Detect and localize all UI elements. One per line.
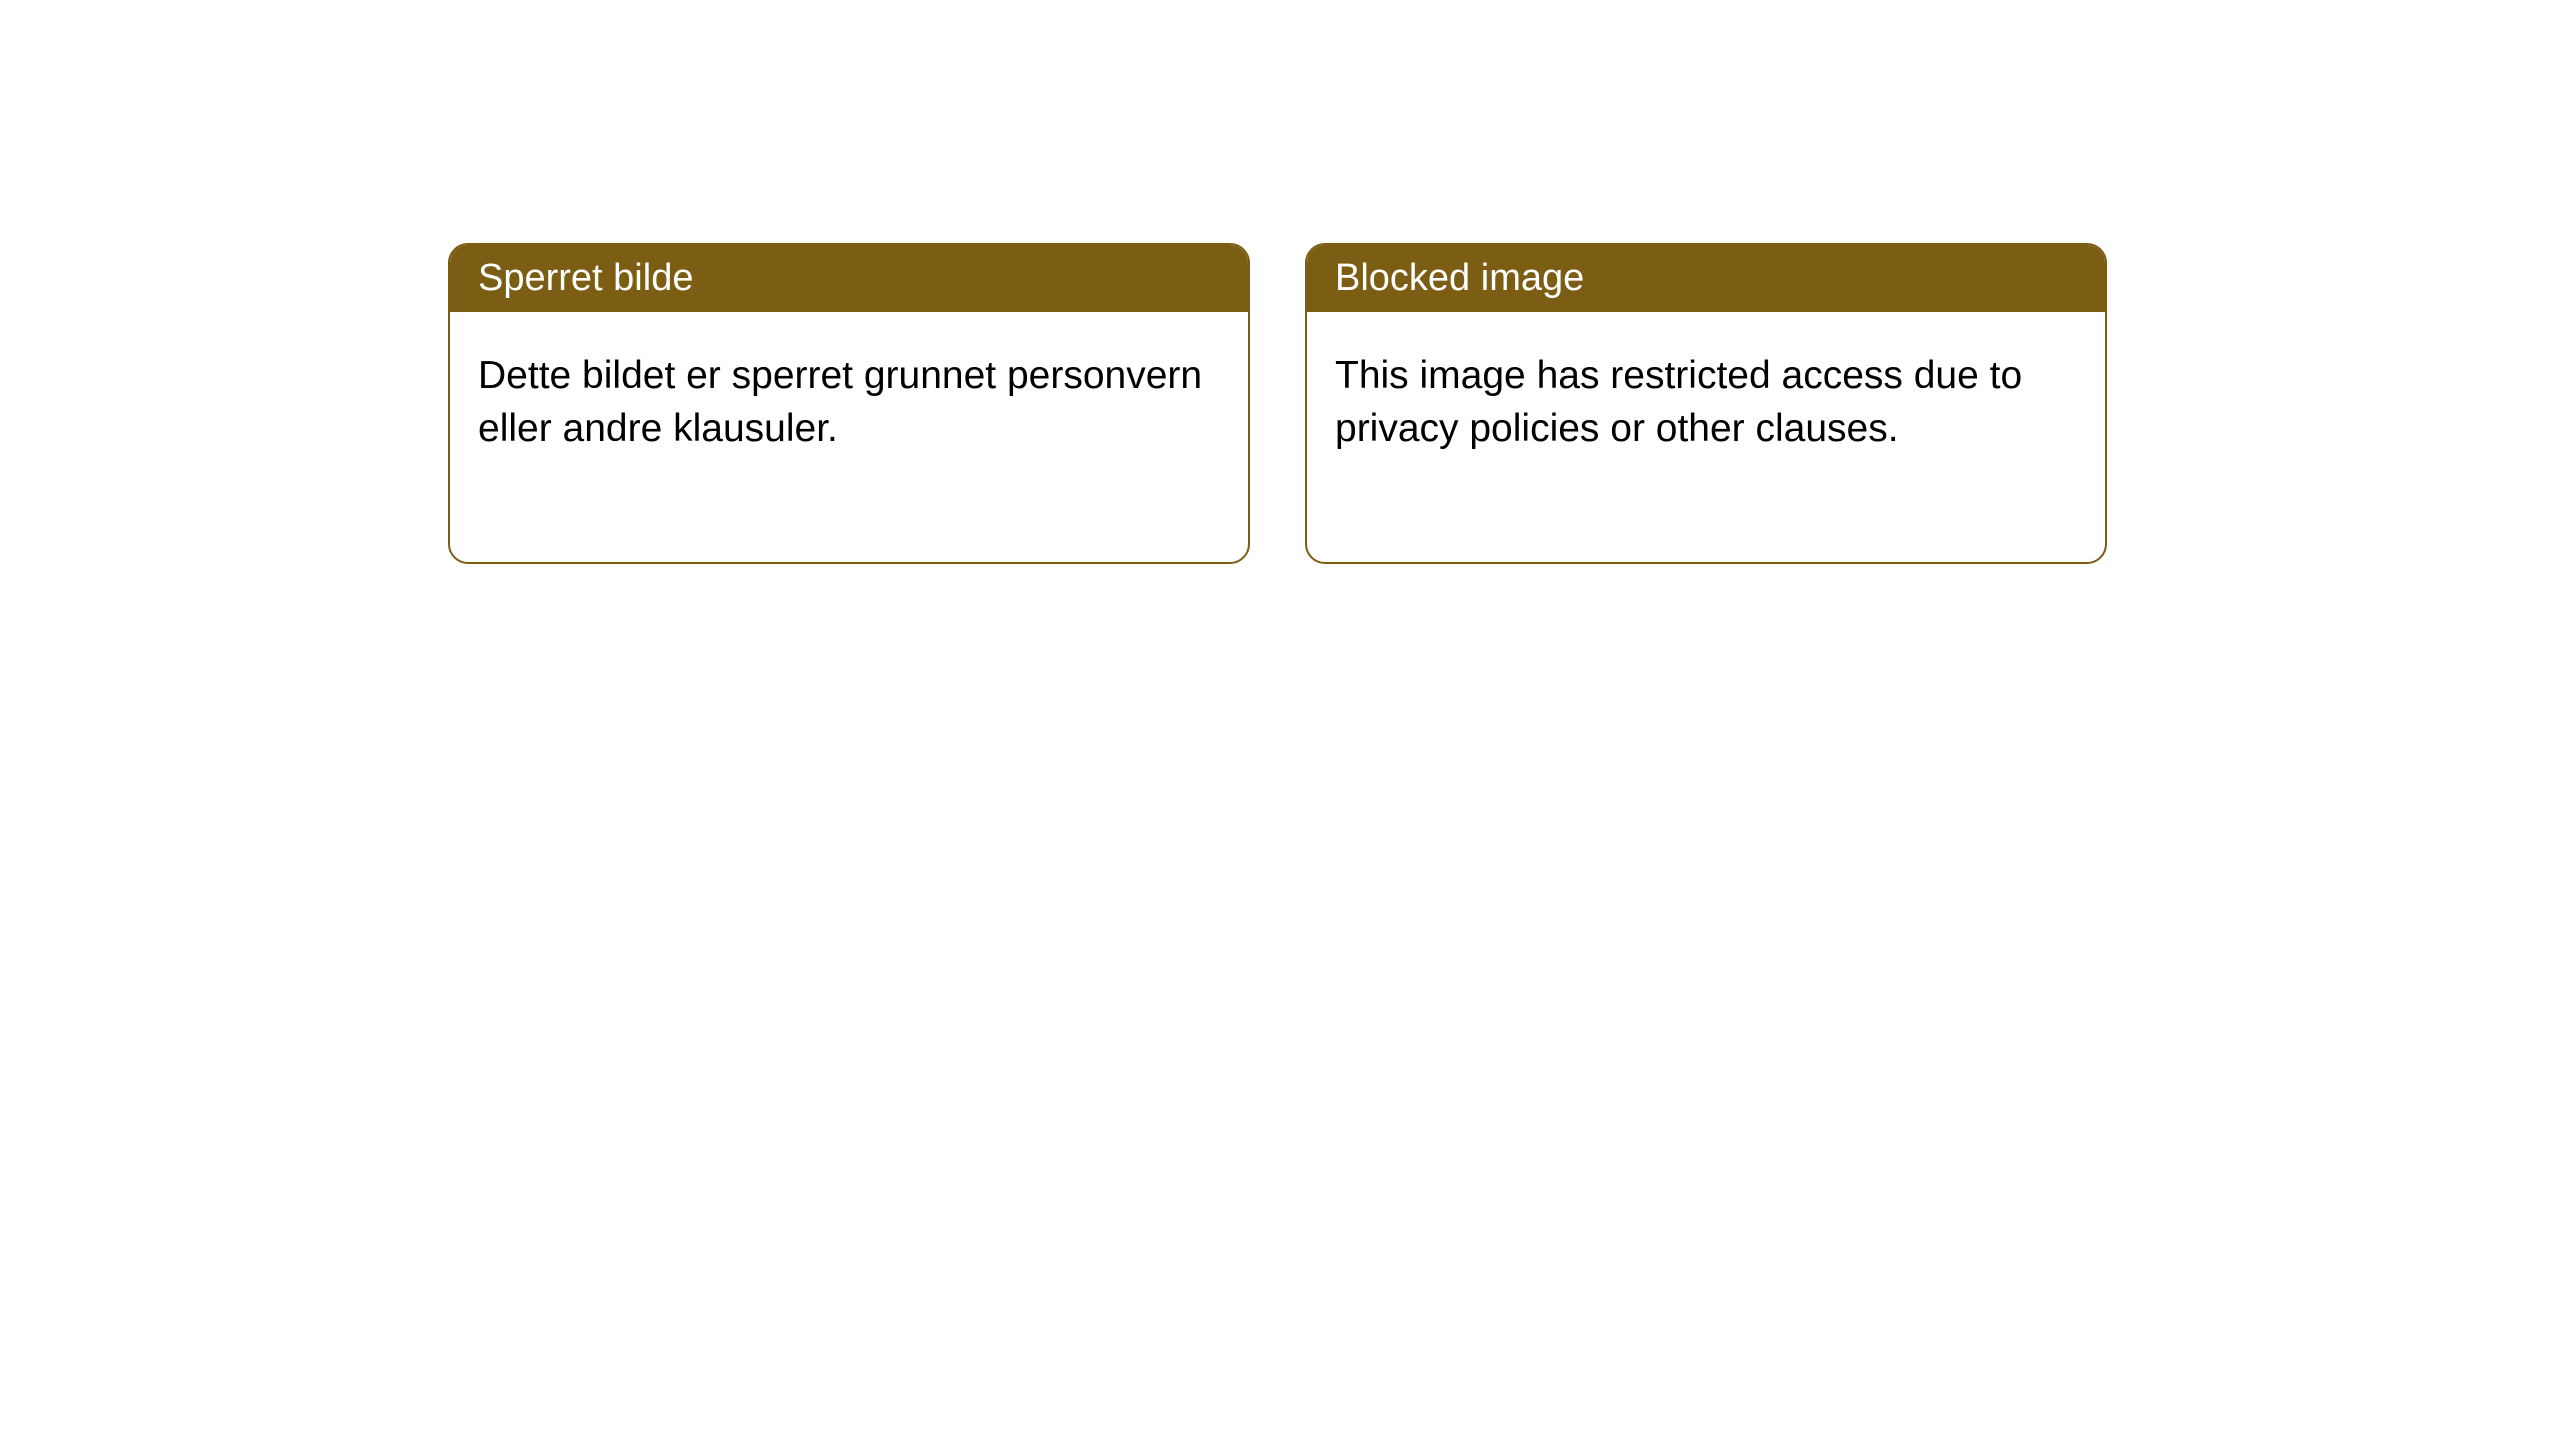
card-body: This image has restricted access due to … [1307, 312, 2105, 562]
card-header: Sperret bilde [450, 245, 1248, 312]
card-body-text: Dette bildet er sperret grunnet personve… [478, 354, 1202, 450]
card-body: Dette bildet er sperret grunnet personve… [450, 312, 1248, 562]
card-header-text: Blocked image [1335, 257, 1584, 299]
notice-container: Sperret bilde Dette bildet er sperret gr… [448, 243, 2107, 564]
card-header-text: Sperret bilde [478, 257, 693, 299]
notice-card-english: Blocked image This image has restricted … [1305, 243, 2107, 564]
notice-card-norwegian: Sperret bilde Dette bildet er sperret gr… [448, 243, 1250, 564]
card-body-text: This image has restricted access due to … [1335, 354, 2022, 450]
card-header: Blocked image [1307, 245, 2105, 312]
